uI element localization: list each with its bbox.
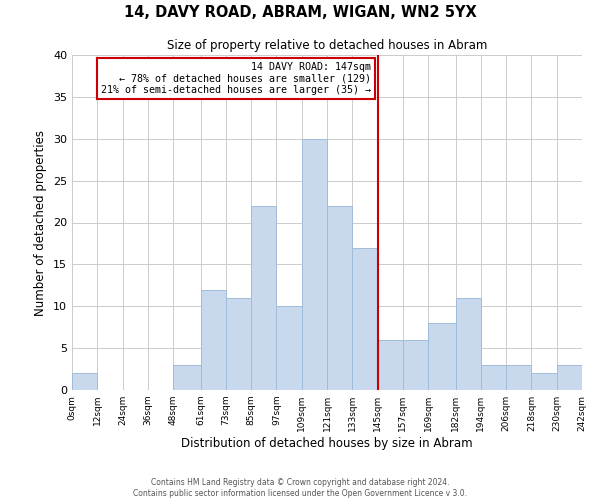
Bar bbox=[327, 206, 352, 390]
Bar bbox=[506, 365, 532, 390]
Bar bbox=[377, 340, 403, 390]
Text: 14 DAVY ROAD: 147sqm
← 78% of detached houses are smaller (129)
21% of semi-deta: 14 DAVY ROAD: 147sqm ← 78% of detached h… bbox=[101, 62, 371, 95]
Bar bbox=[226, 298, 251, 390]
Bar bbox=[72, 373, 97, 390]
Bar bbox=[582, 382, 600, 390]
Text: Contains HM Land Registry data © Crown copyright and database right 2024.
Contai: Contains HM Land Registry data © Crown c… bbox=[133, 478, 467, 498]
Bar bbox=[302, 138, 327, 390]
Bar bbox=[532, 373, 557, 390]
X-axis label: Distribution of detached houses by size in Abram: Distribution of detached houses by size … bbox=[181, 437, 473, 450]
Bar bbox=[277, 306, 302, 390]
Title: Size of property relative to detached houses in Abram: Size of property relative to detached ho… bbox=[167, 40, 487, 52]
Bar bbox=[200, 290, 226, 390]
Bar bbox=[428, 323, 455, 390]
Bar bbox=[251, 206, 277, 390]
Bar bbox=[557, 365, 582, 390]
Bar bbox=[455, 298, 481, 390]
Bar bbox=[403, 340, 428, 390]
Y-axis label: Number of detached properties: Number of detached properties bbox=[34, 130, 47, 316]
Text: 14, DAVY ROAD, ABRAM, WIGAN, WN2 5YX: 14, DAVY ROAD, ABRAM, WIGAN, WN2 5YX bbox=[124, 5, 476, 20]
Bar bbox=[173, 365, 200, 390]
Bar bbox=[352, 248, 377, 390]
Bar bbox=[481, 365, 506, 390]
